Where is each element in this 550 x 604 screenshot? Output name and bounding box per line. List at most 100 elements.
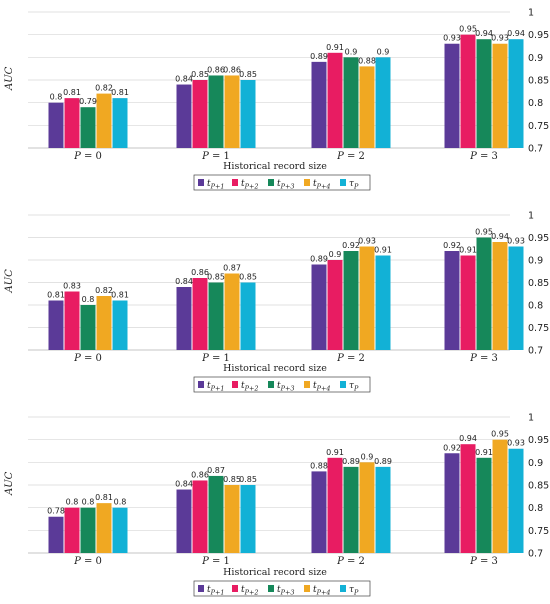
bar-value-label: 0.84 bbox=[175, 277, 193, 286]
y-axis-label: AUC bbox=[4, 471, 15, 496]
bar-value-label: 0.81 bbox=[111, 291, 129, 300]
legend-swatch bbox=[232, 179, 238, 186]
legend-box bbox=[193, 376, 371, 393]
bar-value-label: 0.85 bbox=[207, 273, 225, 282]
bar bbox=[492, 242, 508, 350]
bar-value-label: 0.89 bbox=[310, 255, 328, 264]
legend-swatch bbox=[340, 585, 346, 592]
bar-value-label: 0.8 bbox=[82, 295, 95, 304]
bar bbox=[359, 462, 375, 553]
legend-label: tP+4 bbox=[313, 179, 331, 191]
bar-value-label: 0.85 bbox=[191, 70, 209, 79]
bar-value-label: 0.86 bbox=[207, 65, 225, 74]
y-tick-label: 0.75 bbox=[528, 526, 549, 537]
y-axis-label: AUC bbox=[4, 269, 15, 294]
bar-value-label: 0.78 bbox=[47, 507, 65, 516]
bar bbox=[375, 57, 391, 149]
legend-swatch bbox=[340, 381, 346, 388]
bar-value-label: 0.95 bbox=[475, 228, 493, 237]
y-tick-label: 1 bbox=[528, 413, 534, 424]
legend-swatch bbox=[232, 381, 238, 388]
x-tick-label: P = 1 bbox=[201, 556, 230, 567]
y-tick-label: 1 bbox=[528, 8, 534, 19]
bar-value-label: 0.87 bbox=[207, 466, 225, 475]
x-tick-label: P = 0 bbox=[73, 556, 102, 567]
legend-box bbox=[193, 580, 371, 597]
bar bbox=[96, 503, 112, 553]
bar-value-label: 0.85 bbox=[239, 475, 257, 484]
bar-value-label: 0.91 bbox=[374, 246, 392, 255]
bar-value-label: 0.94 bbox=[459, 434, 477, 443]
bar bbox=[327, 260, 343, 350]
bar-value-label: 0.79 bbox=[79, 97, 97, 106]
bar bbox=[64, 98, 80, 148]
bar-value-label: 0.85 bbox=[239, 273, 257, 282]
legend-label: tP+3 bbox=[277, 585, 295, 597]
bar-value-label: 0.87 bbox=[223, 264, 241, 273]
bar bbox=[48, 102, 64, 148]
bar-value-label: 0.93 bbox=[358, 237, 376, 246]
x-tick-label: P = 1 bbox=[201, 151, 230, 162]
legend-label: τP bbox=[349, 179, 359, 191]
bar-value-label: 0.83 bbox=[63, 282, 81, 291]
legend-swatch bbox=[268, 381, 274, 388]
bar bbox=[208, 282, 224, 350]
x-tick-label: P = 2 bbox=[336, 556, 365, 567]
bar bbox=[476, 457, 492, 553]
y-tick-label: 0.8 bbox=[528, 301, 543, 312]
x-tick-label: P = 2 bbox=[336, 353, 365, 364]
bar bbox=[176, 84, 192, 148]
bar-value-label: 0.93 bbox=[507, 237, 525, 246]
bar-value-label: 0.84 bbox=[175, 480, 193, 489]
bar bbox=[508, 246, 524, 350]
legend-swatch bbox=[198, 585, 204, 592]
bar-value-label: 0.94 bbox=[491, 232, 509, 241]
chart-panel-2: 0.70.750.80.850.90.951AUC0.810.830.80.82… bbox=[4, 211, 549, 393]
bar bbox=[48, 516, 64, 553]
bar-value-label: 0.94 bbox=[475, 29, 493, 38]
bar bbox=[508, 448, 524, 553]
x-axis-label: Historical record size bbox=[223, 567, 327, 578]
bar bbox=[80, 507, 96, 553]
y-tick-label: 0.95 bbox=[528, 30, 549, 41]
bar bbox=[80, 107, 96, 148]
x-axis-label: Historical record size bbox=[223, 161, 327, 172]
bar-value-label: 0.8 bbox=[114, 498, 127, 507]
y-axis-label: AUC bbox=[4, 66, 15, 91]
bar bbox=[80, 305, 96, 350]
legend-label: tP+3 bbox=[277, 381, 295, 393]
bar bbox=[359, 66, 375, 148]
bar-value-label: 0.92 bbox=[342, 241, 360, 250]
y-tick-label: 0.7 bbox=[528, 144, 543, 155]
legend-swatch bbox=[304, 179, 310, 186]
bar-value-label: 0.8 bbox=[66, 498, 79, 507]
y-tick-label: 0.9 bbox=[528, 256, 543, 267]
bar bbox=[240, 485, 256, 553]
bar bbox=[112, 507, 128, 553]
legend-box bbox=[193, 174, 371, 191]
bar bbox=[96, 296, 112, 350]
y-tick-label: 0.95 bbox=[528, 435, 549, 446]
bar-value-label: 0.93 bbox=[443, 34, 461, 43]
legend-label: tP+4 bbox=[313, 381, 331, 393]
y-tick-label: 0.75 bbox=[528, 121, 549, 132]
bar-value-label: 0.9 bbox=[361, 452, 374, 461]
bar bbox=[311, 264, 327, 350]
bar-value-label: 0.91 bbox=[475, 448, 493, 457]
legend-swatch bbox=[340, 179, 346, 186]
bar bbox=[492, 439, 508, 553]
bar bbox=[112, 300, 128, 350]
bar-value-label: 0.89 bbox=[374, 457, 392, 466]
bar-value-label: 0.86 bbox=[191, 268, 209, 277]
bar bbox=[460, 444, 476, 553]
legend: tP+1 tP+2 tP+3 tP+4 τP bbox=[193, 174, 371, 191]
bar-value-label: 0.85 bbox=[239, 70, 257, 79]
bar-value-label: 0.94 bbox=[507, 29, 525, 38]
legend: tP+1 tP+2 tP+3 tP+4 τP bbox=[193, 580, 371, 597]
legend-swatch bbox=[304, 381, 310, 388]
bar bbox=[176, 287, 192, 350]
bar bbox=[444, 43, 460, 148]
x-tick-label: P = 0 bbox=[73, 353, 102, 364]
